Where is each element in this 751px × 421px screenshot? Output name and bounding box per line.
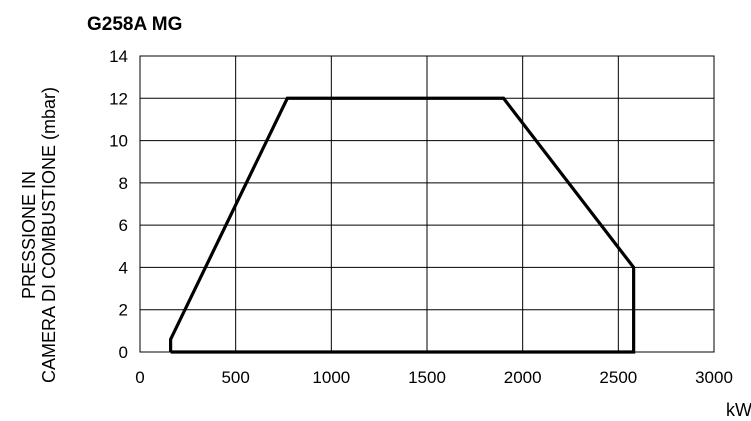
y-tick-label: 4	[119, 258, 128, 277]
y-tick-label: 0	[119, 343, 128, 362]
x-tick-label: 500	[221, 368, 249, 387]
x-tick-label: 0	[135, 368, 144, 387]
x-tick-label: 2000	[504, 368, 542, 387]
y-tick-label: 8	[119, 174, 128, 193]
x-axis-label: kW	[726, 400, 751, 420]
series-line	[169, 96, 636, 354]
y-tick-label: 12	[109, 89, 128, 108]
tick-labels: 0 500 1000 1500 2000 2500 3000 0 2 4 6 8 10 12 14	[109, 47, 733, 387]
y-tick-label: 6	[119, 216, 128, 235]
chart-title: G258A MG	[87, 14, 182, 35]
grid	[139, 55, 715, 353]
x-tick-label: 2500	[599, 368, 637, 387]
y-axis-label-line2: CAMERA DI COMBUSTIONE (mbar)	[39, 87, 59, 383]
series-layer	[169, 96, 636, 354]
y-tick-label: 2	[119, 301, 128, 320]
x-tick-label: 3000	[695, 368, 733, 387]
x-tick-label: 1500	[408, 368, 446, 387]
x-tick-label: 1000	[312, 368, 350, 387]
y-tick-label: 10	[109, 132, 128, 151]
y-axis-label-line1: PRESSIONE IN	[19, 171, 39, 299]
y-tick-label: 14	[109, 47, 128, 66]
